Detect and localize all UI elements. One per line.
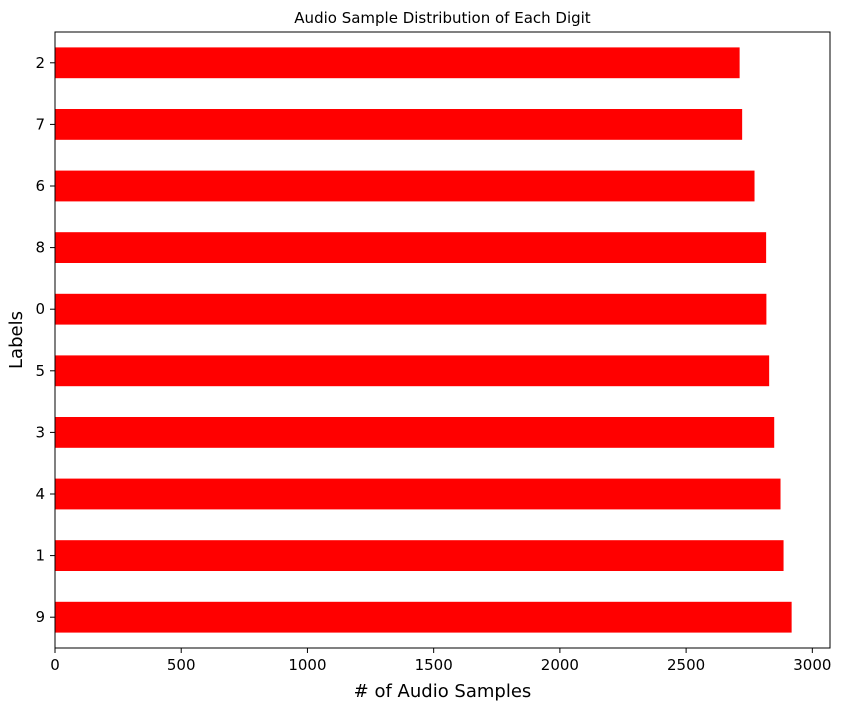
bar-3 — [55, 417, 775, 448]
y-tick-label: 7 — [35, 115, 45, 133]
bar-1 — [55, 540, 784, 571]
y-ticks: 2 7 6 8 0 5 3 4 1 9 — [35, 54, 55, 626]
bar-7 — [55, 109, 743, 140]
y-tick-label: 0 — [35, 300, 45, 318]
y-axis-label: Labels — [6, 311, 27, 369]
bar-9 — [55, 601, 792, 633]
y-tick-label: 9 — [35, 608, 45, 626]
plot-frame — [54, 31, 831, 649]
x-tick-label: 3000 — [793, 656, 831, 674]
y-tick-label: 8 — [35, 239, 45, 257]
x-tick-label: 1500 — [415, 656, 453, 674]
y-tick-label: 4 — [35, 485, 45, 503]
bar-4 — [55, 478, 781, 510]
bars — [55, 47, 792, 633]
x-tick-label: 2000 — [541, 656, 579, 674]
bar-6 — [55, 170, 755, 202]
x-tick-label: 1000 — [288, 656, 326, 674]
x-ticks: 0 500 1000 1500 2000 2500 3000 — [50, 648, 831, 674]
bar-0 — [55, 293, 767, 325]
bar-5 — [55, 355, 770, 387]
y-tick-label: 1 — [35, 547, 45, 565]
y-tick-label: 5 — [35, 362, 45, 380]
x-tick-label: 2500 — [667, 656, 705, 674]
bar-8 — [55, 232, 767, 263]
x-tick-label: 0 — [50, 656, 60, 674]
chart-title: Audio Sample Distribution of Each Digit — [294, 9, 591, 27]
y-tick-label: 3 — [35, 423, 45, 441]
x-axis-label: # of Audio Samples — [354, 681, 532, 702]
x-tick-label: 500 — [167, 656, 196, 674]
y-tick-label: 2 — [35, 54, 45, 72]
y-tick-label: 6 — [35, 177, 45, 195]
bar-2 — [55, 47, 740, 79]
